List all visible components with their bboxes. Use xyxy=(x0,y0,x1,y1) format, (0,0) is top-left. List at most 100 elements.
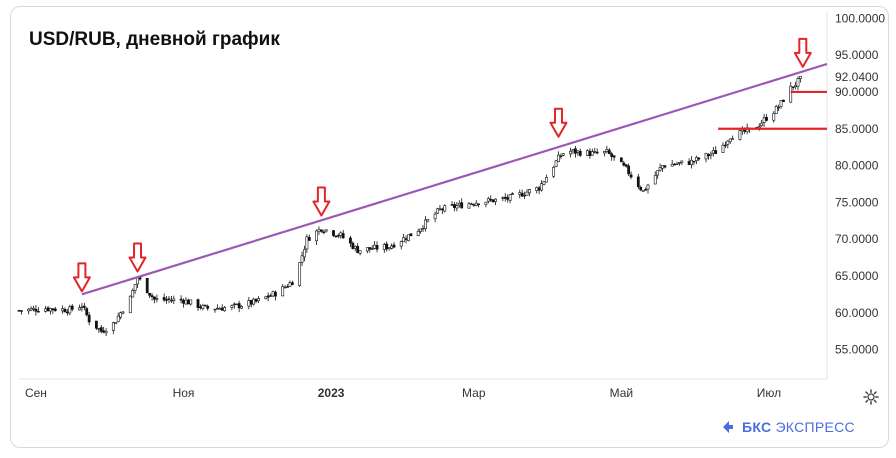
candle-body xyxy=(443,205,447,212)
candle-body xyxy=(489,199,493,201)
candle xyxy=(78,304,81,311)
candle-body xyxy=(588,150,592,156)
candle-body xyxy=(777,106,781,109)
candle-body xyxy=(49,308,52,312)
candle xyxy=(506,194,510,203)
candle-body xyxy=(450,204,454,206)
candle-body xyxy=(145,278,149,294)
candle xyxy=(184,297,188,305)
candle xyxy=(351,241,355,250)
candle xyxy=(798,75,802,83)
candle-body xyxy=(542,181,546,185)
y-tick-label: 95.0000 xyxy=(835,48,879,62)
candle-body xyxy=(636,176,640,188)
candle-body xyxy=(232,303,236,306)
candle-body xyxy=(203,304,207,307)
candle xyxy=(65,309,69,316)
candle-body xyxy=(772,113,776,121)
candle xyxy=(523,191,527,200)
candle-body xyxy=(697,157,701,160)
candle xyxy=(721,142,725,154)
candle xyxy=(656,170,660,179)
candle-body xyxy=(97,328,101,330)
candle xyxy=(317,226,321,235)
candle-body xyxy=(63,309,67,313)
candle-body xyxy=(247,300,251,307)
candle-body xyxy=(453,204,456,208)
candle xyxy=(87,312,91,326)
candle-body xyxy=(162,297,166,301)
candle-body xyxy=(569,150,572,155)
candle-body xyxy=(494,198,497,202)
candle-body xyxy=(661,165,664,169)
candle-body xyxy=(511,193,514,195)
candle-body xyxy=(670,163,674,167)
candle xyxy=(399,240,403,250)
candle-body xyxy=(762,117,766,123)
candle-body xyxy=(525,191,529,196)
candle xyxy=(249,299,253,308)
candle xyxy=(588,148,592,159)
candle xyxy=(303,245,306,262)
candle xyxy=(283,284,287,289)
candle-body xyxy=(404,238,408,240)
candle xyxy=(622,160,626,167)
candle xyxy=(80,303,84,312)
candle-body xyxy=(574,148,577,154)
candle xyxy=(501,196,505,202)
candle-body xyxy=(765,117,768,121)
candle-body xyxy=(44,308,48,312)
candle-body xyxy=(78,307,81,311)
candle xyxy=(673,163,676,166)
candle xyxy=(595,148,599,155)
candle xyxy=(731,135,735,140)
candle xyxy=(557,151,560,163)
candle-body xyxy=(399,241,403,247)
candle-body xyxy=(128,295,132,314)
candle xyxy=(740,126,744,135)
candle-body xyxy=(269,295,272,297)
candle xyxy=(215,304,219,310)
candle-body xyxy=(728,138,732,143)
candle xyxy=(290,280,294,286)
candle xyxy=(704,152,708,163)
candle xyxy=(477,203,481,208)
candle xyxy=(264,296,268,300)
candle-body xyxy=(757,126,761,128)
candle-body xyxy=(119,312,123,318)
candle-body xyxy=(561,153,565,156)
gear-icon[interactable] xyxy=(863,389,879,405)
candle xyxy=(409,233,413,237)
candle xyxy=(162,293,166,302)
x-tick-label: Май xyxy=(610,386,634,400)
candle-body xyxy=(196,299,200,309)
candle-body xyxy=(317,229,321,233)
candle xyxy=(694,155,698,165)
candle xyxy=(603,150,606,157)
candle xyxy=(421,225,425,232)
candle-body xyxy=(264,296,268,300)
candle xyxy=(274,290,277,301)
candle-body xyxy=(349,237,352,244)
candle-body xyxy=(182,300,185,304)
candle xyxy=(34,305,38,316)
candle xyxy=(772,111,776,123)
candle-body xyxy=(356,246,360,254)
candle xyxy=(675,161,679,166)
candle-body xyxy=(201,304,205,309)
candle-body xyxy=(382,244,386,250)
candle xyxy=(636,173,640,190)
candle xyxy=(469,202,473,205)
candle xyxy=(365,247,369,254)
candle xyxy=(349,235,352,247)
candle-body xyxy=(675,163,679,165)
candle-body xyxy=(455,205,459,209)
candle xyxy=(491,199,495,203)
candle-body xyxy=(731,138,735,140)
candle xyxy=(133,284,137,294)
candle-body xyxy=(170,300,173,302)
candle-body xyxy=(237,303,241,309)
candle-body xyxy=(607,149,611,154)
candle xyxy=(356,243,360,254)
